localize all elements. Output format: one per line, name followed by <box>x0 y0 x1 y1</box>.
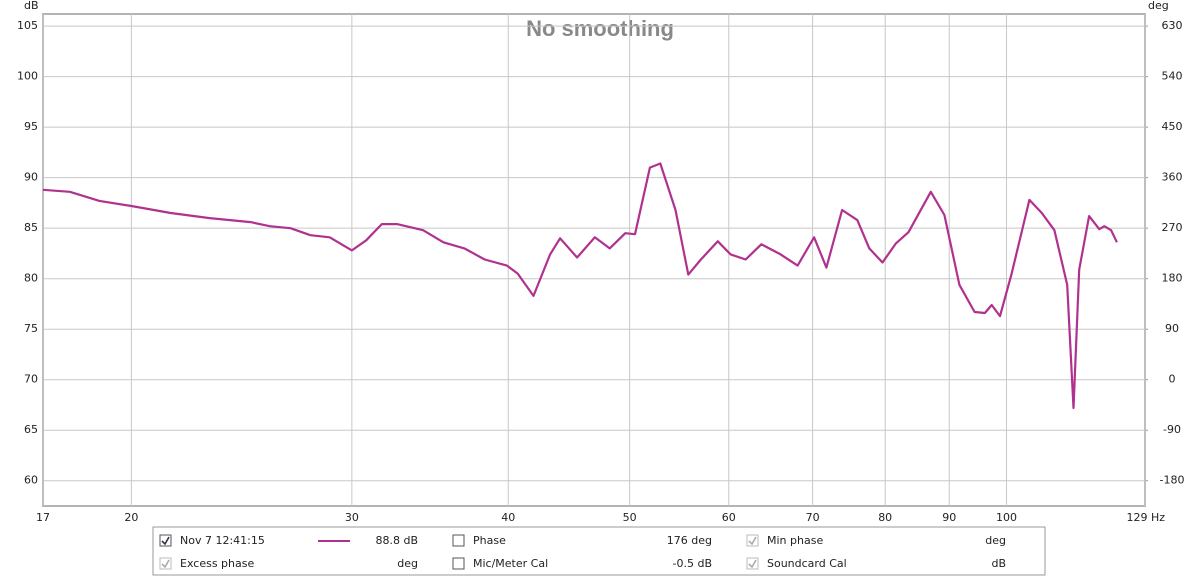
y-tick-label: 95 <box>24 120 38 133</box>
checkbox[interactable] <box>746 557 759 570</box>
y-tick-label: 80 <box>24 272 38 285</box>
y-tick-label: 65 <box>24 423 38 436</box>
x-tick-label: 60 <box>722 511 736 524</box>
checkbox[interactable] <box>452 534 465 547</box>
legend-label: Mic/Meter Cal <box>473 557 548 570</box>
checkmark <box>161 536 170 546</box>
y-tick-label: 100 <box>17 70 38 83</box>
x-tick-label: 17 <box>36 511 50 524</box>
legend-value: -0.5 dB <box>673 557 713 570</box>
legend-label: Soundcard Cal <box>767 557 847 570</box>
y-tick-label: 90 <box>24 171 38 184</box>
legend-label: Excess phase <box>180 557 254 570</box>
y-tick-label: 105 <box>17 19 38 32</box>
x-tick-label: 50 <box>623 511 637 524</box>
y2-tick-label: 630 <box>1162 19 1183 32</box>
checkmark <box>748 536 757 546</box>
legend-value: deg <box>397 557 418 570</box>
x-tick-label: 70 <box>806 511 820 524</box>
legend-value: deg <box>985 534 1006 547</box>
checkmark <box>748 559 757 569</box>
y2-tick-label: 540 <box>1162 70 1183 83</box>
y2-tick-label: -90 <box>1163 423 1181 436</box>
checkbox[interactable] <box>159 534 172 547</box>
x-tick-label: 100 <box>996 511 1017 524</box>
y2-tick-label: 360 <box>1162 171 1183 184</box>
legend-label: Nov 7 12:41:15 <box>180 534 265 547</box>
checkbox[interactable] <box>159 557 172 570</box>
y2-tick-label: 0 <box>1169 373 1176 386</box>
plot-area <box>42 13 1146 507</box>
checkbox[interactable] <box>746 534 759 547</box>
checkbox[interactable] <box>452 557 465 570</box>
y2-tick-label: 450 <box>1162 120 1183 133</box>
x-tick-label: 40 <box>501 511 515 524</box>
x-tick-label: 80 <box>878 511 892 524</box>
legend-value: 88.8 dB <box>375 534 418 547</box>
checkmark <box>161 559 170 569</box>
legend-value: dB <box>991 557 1006 570</box>
x-tick-label: 20 <box>124 511 138 524</box>
y-tick-label: 85 <box>24 221 38 234</box>
chart-title: No smoothing <box>526 16 674 41</box>
y-tick-label: 70 <box>24 373 38 386</box>
x-tick-label: 129 <box>1127 511 1148 524</box>
y2-tick-label: 270 <box>1162 221 1183 234</box>
x-axis-label: Hz <box>1151 511 1165 524</box>
x-tick-label: 30 <box>345 511 359 524</box>
y2-tick-label: 180 <box>1162 272 1183 285</box>
legend-label: Min phase <box>767 534 823 547</box>
x-tick-label: 90 <box>942 511 956 524</box>
legend-label: Phase <box>473 534 506 547</box>
y-tick-label: 75 <box>24 322 38 335</box>
y-tick-label: 60 <box>24 474 38 487</box>
legend-panel <box>152 526 1046 576</box>
data-line <box>42 162 1118 410</box>
y2-axis-label: deg <box>1148 0 1169 12</box>
legend-value: 176 deg <box>667 534 712 547</box>
y2-tick-label: -180 <box>1160 474 1185 487</box>
y2-tick-label: 90 <box>1165 322 1179 335</box>
y-axis-label: dB <box>24 0 39 12</box>
